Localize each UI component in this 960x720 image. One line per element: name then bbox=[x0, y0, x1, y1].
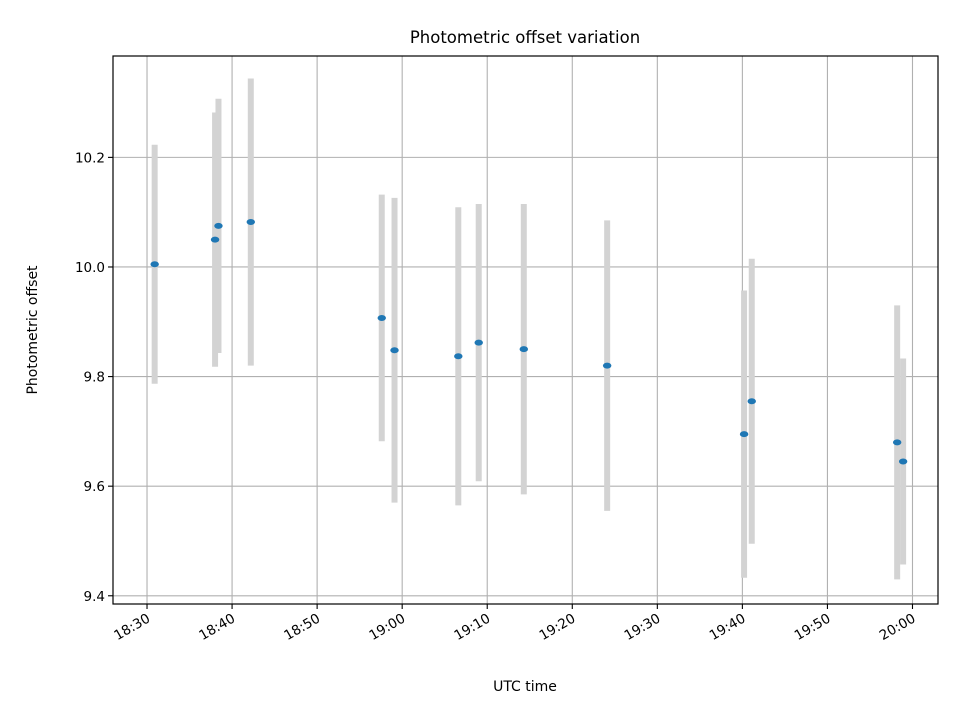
data-points bbox=[150, 219, 908, 465]
data-point bbox=[739, 431, 749, 438]
data-point bbox=[602, 362, 612, 369]
y-axis-label: Photometric offset bbox=[25, 265, 41, 395]
data-point bbox=[390, 347, 399, 354]
data-point bbox=[214, 222, 223, 229]
data-point bbox=[898, 458, 908, 465]
data-point bbox=[454, 353, 463, 360]
data-point bbox=[519, 346, 528, 353]
y-tick-label: 10.2 bbox=[75, 150, 105, 166]
data-point bbox=[747, 398, 756, 405]
chart-title: Photometric offset variation bbox=[410, 28, 640, 47]
x-axis-label: UTC time bbox=[493, 679, 557, 695]
y-tick-label: 9.8 bbox=[84, 370, 105, 386]
data-point bbox=[246, 219, 255, 226]
data-point bbox=[474, 339, 483, 346]
data-point bbox=[377, 314, 386, 321]
data-point bbox=[150, 261, 159, 268]
plot-frame bbox=[112, 55, 939, 605]
y-tick-label: 9.6 bbox=[84, 479, 105, 495]
y-tick-label: 9.4 bbox=[84, 589, 105, 605]
data-point bbox=[210, 236, 220, 243]
data-point bbox=[892, 439, 902, 446]
y-tick-label: 10.0 bbox=[75, 260, 105, 276]
